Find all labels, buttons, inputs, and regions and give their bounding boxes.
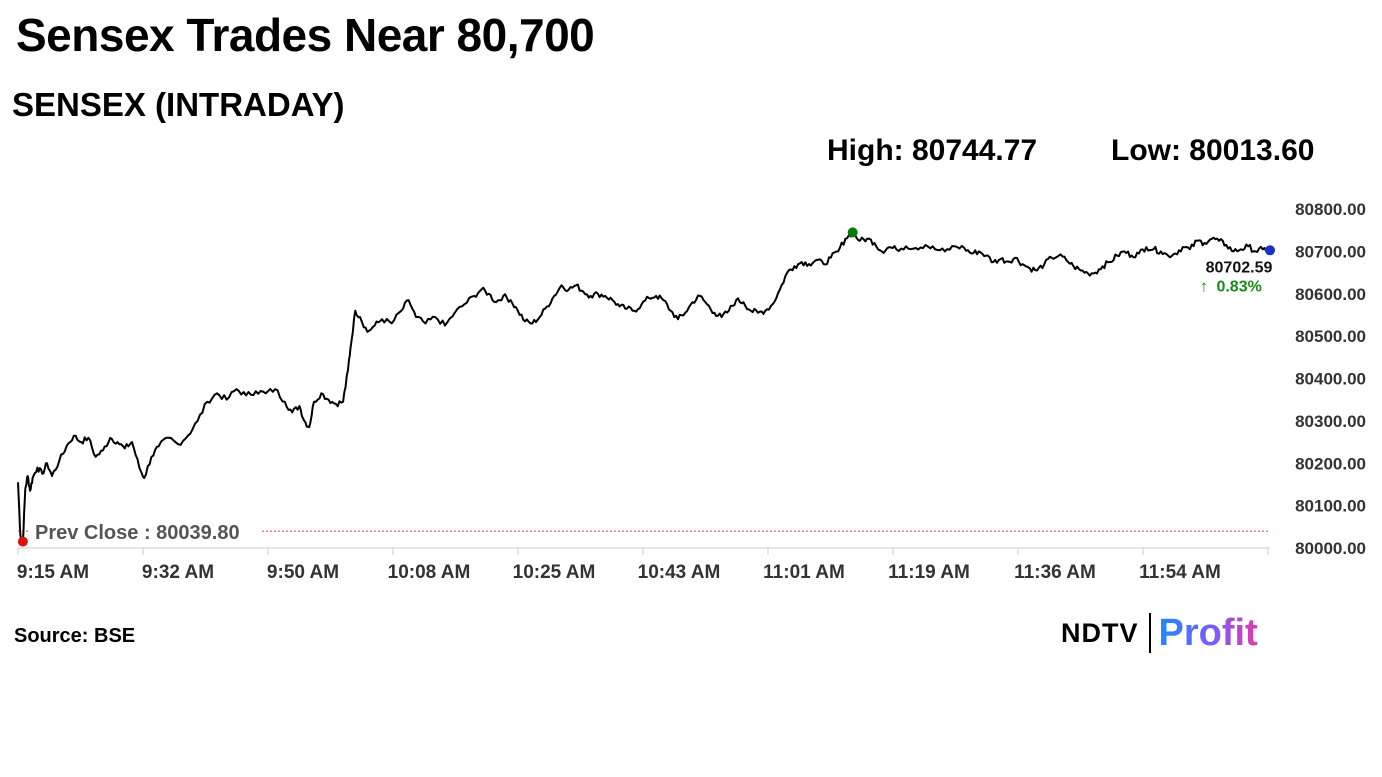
y-tick-label: 80700.00 xyxy=(1295,242,1366,261)
y-tick-label: 80300.00 xyxy=(1295,412,1366,431)
ndtv-profit-logo: NDTV Profit xyxy=(1061,610,1258,656)
x-axis: 9:15 AM 9:32 AM 9:50 AM 10:08 AM 10:25 AM 10:… xyxy=(17,547,1270,583)
x-tick-label: 11:54 AM xyxy=(1139,562,1221,583)
last-point-marker xyxy=(1265,245,1275,256)
chart-subtitle: SENSEX (INTRADAY) xyxy=(12,86,345,123)
x-tick-label: 11:19 AM xyxy=(888,562,970,583)
x-tick-label: 9:32 AM xyxy=(142,562,214,583)
last-value-label: 80702.59 xyxy=(1206,259,1273,276)
y-axis: 80800.00 80700.00 80600.00 80500.00 80400.00… xyxy=(1295,200,1366,558)
high-stat: High: 80744.77 xyxy=(827,134,1038,167)
logo-profit: Profit xyxy=(1158,611,1258,654)
prev-close-label-background xyxy=(30,515,262,542)
logo-ndtv: NDTV xyxy=(1061,617,1139,648)
x-tick-label: 11:36 AM xyxy=(1014,562,1096,583)
y-tick-label: 80400.00 xyxy=(1295,370,1366,389)
prev-close-label: Prev Close : 80039.80 xyxy=(35,522,240,544)
up-arrow-icon: ↑ xyxy=(1200,278,1208,295)
x-tick-label: 10:43 AM xyxy=(638,562,721,583)
high-point-marker xyxy=(847,227,858,238)
x-tick-label: 9:50 AM xyxy=(267,562,339,583)
y-tick-label: 80800.00 xyxy=(1295,200,1366,219)
x-tick-label: 10:25 AM xyxy=(513,562,596,583)
logo-divider xyxy=(1148,613,1151,653)
low-stat: Low: 80013.60 xyxy=(1111,134,1315,167)
low-point-marker xyxy=(17,536,28,547)
sensex-price-line xyxy=(17,231,1271,543)
y-tick-label: 80500.00 xyxy=(1295,327,1366,346)
y-tick-label: 80600.00 xyxy=(1295,285,1366,304)
y-tick-label: 80100.00 xyxy=(1295,497,1366,516)
source-note: Source: BSE xyxy=(14,625,136,647)
intraday-line-chart: 80800.00 80700.00 80600.00 80500.00 80400.00… xyxy=(17,200,1366,583)
y-tick-label: 80200.00 xyxy=(1295,454,1366,473)
headline: Sensex Trades Near 80,700 xyxy=(16,9,595,61)
x-tick-label: 10:08 AM xyxy=(388,562,471,583)
change-label: ↑ 0.83% xyxy=(1200,278,1262,295)
x-tick-label: 11:01 AM xyxy=(763,562,845,583)
y-tick-label: 80000.00 xyxy=(1295,539,1366,558)
x-tick-label: 9:15 AM xyxy=(17,562,89,583)
change-percent: 0.83% xyxy=(1216,278,1261,295)
